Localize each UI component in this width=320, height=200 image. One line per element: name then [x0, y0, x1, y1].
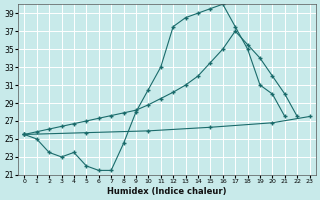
- X-axis label: Humidex (Indice chaleur): Humidex (Indice chaleur): [107, 187, 227, 196]
